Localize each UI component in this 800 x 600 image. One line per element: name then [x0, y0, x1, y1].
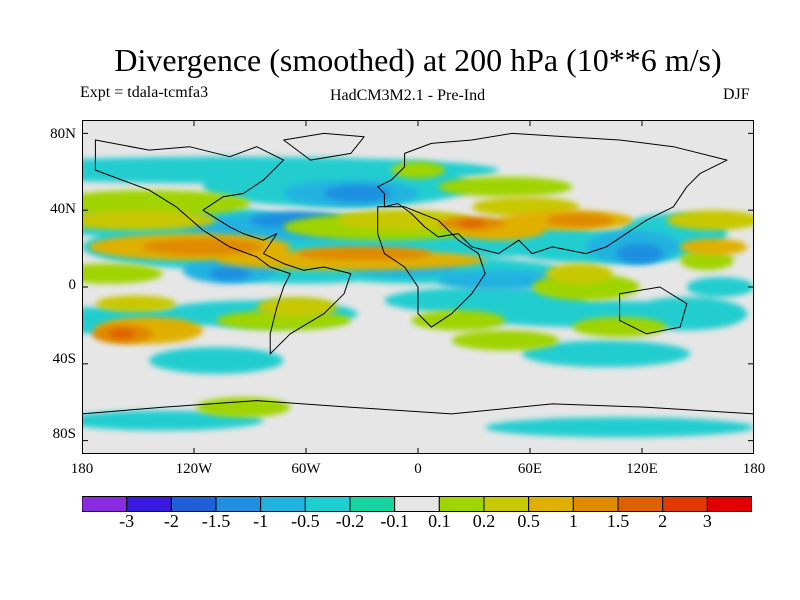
field-blob: [149, 347, 284, 374]
colorbar-swatch: [528, 496, 574, 512]
field-blob: [142, 238, 264, 256]
lat-label-40s: 40S: [52, 351, 76, 367]
experiment-label: Expt = tdala-tcmfa3: [80, 84, 209, 101]
colorbar-swatch: [572, 496, 619, 512]
colorbar-label: -0.2: [335, 511, 365, 531]
field-blob: [391, 161, 445, 179]
field-blob: [438, 176, 573, 197]
field-blob: [616, 243, 664, 264]
colorbar-swatch: [662, 496, 708, 512]
coastline-0: [94, 139, 352, 355]
field-level-4: [82, 196, 754, 318]
colorbar-label: 2: [658, 511, 668, 531]
field-blob: [95, 295, 177, 313]
field-blob: [196, 397, 291, 418]
field-blob: [680, 250, 734, 271]
colorbar-label: 0.5: [517, 511, 540, 531]
lon-label-120w: 120W: [175, 461, 213, 477]
colorbar-label: 3: [702, 511, 712, 531]
map-title: Divergence (smoothed) at 200 hPa (10**6 …: [114, 42, 722, 78]
model-label: HadCM3M2.1 - Pre-Ind: [330, 87, 486, 104]
coastlines: [82, 132, 754, 415]
lat-label-0: 0: [68, 277, 77, 293]
field-blob: [666, 210, 754, 231]
lat-label-80s: 80S: [52, 426, 76, 442]
field-blob: [297, 246, 432, 261]
map-ticks: [82, 120, 754, 454]
field-blob: [82, 263, 163, 284]
colorbar-label: -0.5: [291, 511, 320, 531]
field-blob: [680, 238, 748, 256]
field-blob: [438, 270, 560, 291]
field-blob: [82, 210, 217, 231]
field-blob: [545, 213, 613, 227]
colorbar-label: 0.2: [472, 511, 496, 531]
lon-label-60e: 60E: [517, 461, 543, 477]
colorbar-label: -3: [119, 511, 135, 531]
coastline-5: [82, 400, 754, 415]
field-blob: [451, 330, 560, 351]
colorbar: [82, 496, 752, 512]
coastline-4: [283, 132, 365, 161]
lon-label-0: 0: [414, 461, 422, 477]
field-blob: [323, 185, 392, 202]
field-blob: [108, 328, 136, 339]
field-level-7: [108, 220, 486, 339]
field-blob: [82, 190, 250, 217]
colorbar-label: 0.1: [428, 511, 451, 531]
lon-label-120e: 120E: [626, 461, 658, 477]
coastline-2: [377, 206, 486, 328]
season-label: DJF: [723, 86, 750, 103]
coastline-3: [619, 286, 688, 335]
colorbar-swatch: [706, 496, 752, 512]
lon-label-60w: 60W: [291, 461, 321, 477]
lat-label-40n: 40N: [50, 201, 76, 217]
field-blob: [522, 340, 691, 368]
colorbar-swatch: [170, 496, 217, 512]
field-blob: [545, 263, 613, 284]
lon-label-180e: 180: [742, 461, 766, 477]
colorbar-label: 1.5: [606, 511, 630, 531]
colorbar-swatch: [349, 496, 396, 512]
colorbar-swatch: [82, 496, 128, 512]
lon-label-180w: 180: [70, 461, 94, 477]
colorbar-swatch: [126, 496, 172, 512]
divergence-map: [82, 120, 754, 454]
colorbar-label: -0.1: [380, 511, 409, 531]
lat-label-80n: 80N: [50, 126, 76, 142]
colorbar-swatch: [304, 496, 351, 512]
colorbar-label: -1.5: [201, 511, 231, 531]
colorbar-swatch: [260, 496, 306, 512]
field-blob: [485, 417, 754, 438]
field-blob: [256, 297, 338, 318]
field-blob: [337, 210, 472, 231]
colorbar-swatch: [617, 496, 664, 512]
colorbar-label: -1: [253, 511, 269, 531]
colorbar-swatch: [394, 496, 440, 512]
colorbar-label: 1: [568, 511, 578, 531]
colorbar-swatch: [215, 496, 262, 512]
field-blob: [209, 266, 250, 281]
colorbar-swatch: [438, 496, 485, 512]
field-blob: [686, 276, 754, 298]
field-blob: [458, 220, 486, 227]
colorbar-label: -2: [163, 511, 179, 531]
field-level-6: [92, 213, 613, 344]
colorbar-swatch: [483, 496, 530, 512]
field-level-2: [209, 185, 664, 281]
